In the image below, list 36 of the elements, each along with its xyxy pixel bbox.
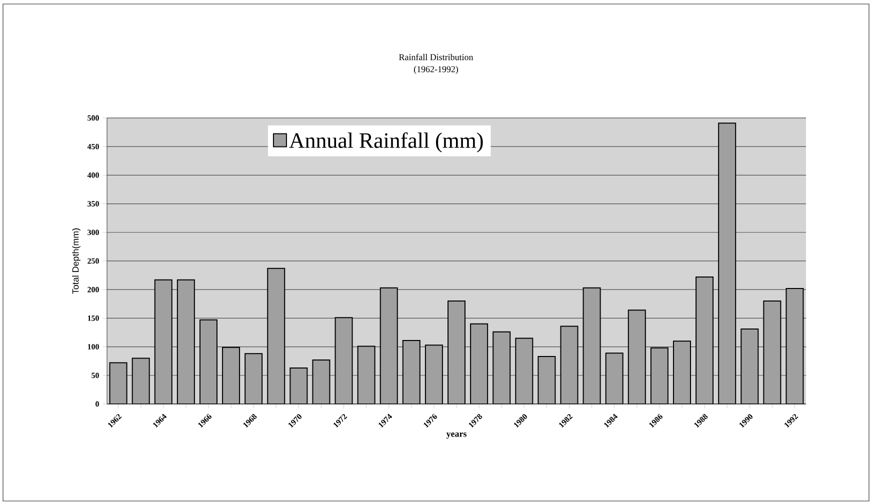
bar bbox=[176, 279, 195, 404]
bar bbox=[199, 319, 218, 404]
bar bbox=[605, 352, 624, 404]
chart-subtitle: (1962-1992) bbox=[414, 66, 458, 74]
bar bbox=[492, 331, 511, 404]
bar bbox=[740, 328, 759, 404]
bar bbox=[424, 344, 443, 404]
bar bbox=[786, 288, 804, 404]
bar bbox=[267, 268, 286, 404]
bar bbox=[244, 353, 263, 404]
bar bbox=[132, 358, 150, 404]
bar bbox=[334, 317, 353, 404]
bar bbox=[154, 279, 172, 404]
bar bbox=[402, 340, 420, 404]
legend-label: Annual Rainfall (mm) bbox=[289, 132, 483, 152]
bar bbox=[380, 287, 398, 404]
bar bbox=[718, 122, 736, 404]
bar bbox=[515, 338, 534, 404]
bar bbox=[222, 346, 240, 404]
bar bbox=[672, 340, 691, 404]
bar bbox=[357, 346, 376, 404]
x-axis-title: years bbox=[446, 432, 466, 439]
bar bbox=[312, 359, 330, 404]
y-axis-title: Total Depth(mm) bbox=[72, 228, 80, 294]
bar bbox=[628, 310, 646, 404]
bar bbox=[470, 323, 488, 404]
bar bbox=[763, 300, 782, 404]
chart-title: Rainfall Distribution bbox=[399, 54, 474, 60]
bar bbox=[290, 367, 308, 404]
bar bbox=[696, 276, 714, 404]
bar bbox=[448, 300, 466, 404]
bar bbox=[582, 287, 601, 404]
bar bbox=[538, 356, 556, 404]
bar bbox=[560, 326, 578, 404]
bar bbox=[650, 347, 668, 404]
bar bbox=[109, 362, 128, 404]
